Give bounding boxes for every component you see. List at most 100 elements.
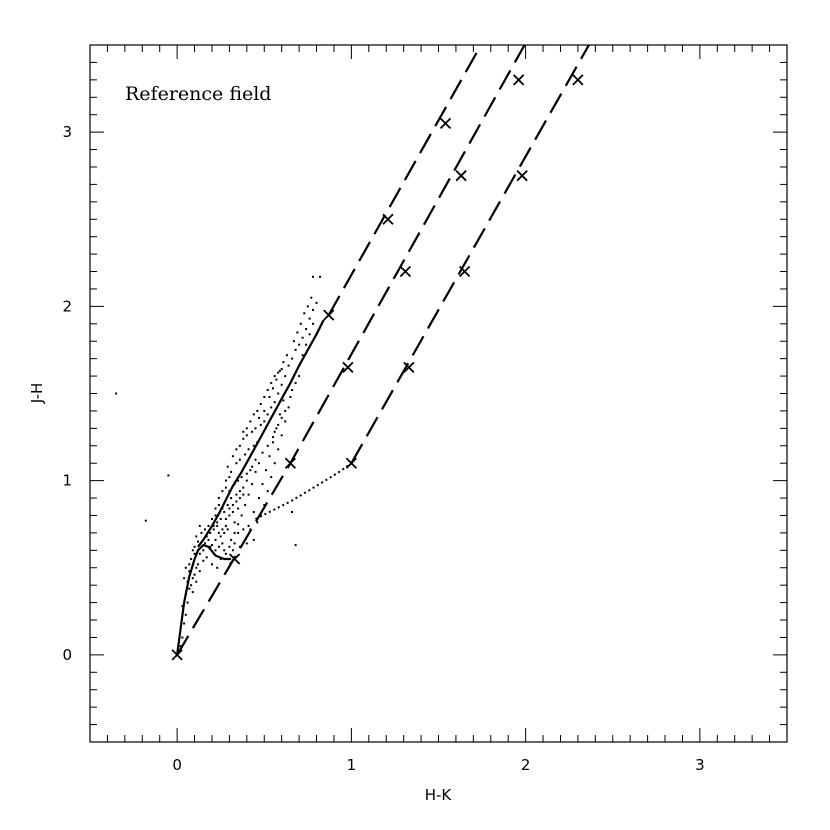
data-point [204, 528, 206, 531]
x-tick-label: 0 [172, 756, 182, 774]
data-point [249, 469, 252, 472]
data-point [254, 458, 257, 461]
data-point [197, 563, 199, 566]
data-point [284, 409, 287, 412]
data-point [251, 430, 254, 433]
data-point [231, 455, 234, 458]
data-point [278, 369, 281, 372]
data-point [245, 427, 248, 430]
data-point [282, 361, 285, 364]
data-point [224, 518, 227, 520]
data-point [252, 511, 255, 513]
data-point [219, 535, 222, 538]
data-point [291, 511, 294, 513]
data-point [273, 430, 276, 433]
data-point [238, 444, 241, 447]
data-point [202, 559, 205, 562]
x-marker-stroke [513, 74, 525, 86]
data-point [247, 448, 250, 451]
plot-content [115, 45, 591, 661]
data-point [280, 416, 283, 419]
x-tick-label: 2 [521, 756, 531, 774]
x-marker [439, 117, 452, 130]
data-point [188, 570, 191, 573]
data-point [306, 305, 309, 308]
data-point [200, 531, 203, 534]
data-point [214, 507, 217, 510]
data-point [289, 396, 292, 398]
data-point [301, 354, 304, 357]
data-point [244, 453, 247, 456]
data-point [217, 497, 220, 500]
data-point [224, 524, 227, 527]
data-point [214, 549, 217, 552]
data-point [256, 409, 259, 412]
dashed-line [350, 45, 591, 464]
data-point [266, 490, 269, 493]
x-marker-stroke [403, 361, 415, 373]
data-point [240, 476, 243, 479]
x-marker-stroke [284, 457, 297, 469]
data-point [212, 528, 215, 531]
data-point [214, 538, 217, 541]
data-point [312, 308, 314, 311]
data-point [144, 519, 147, 522]
data-point [266, 444, 269, 447]
data-point [277, 392, 280, 395]
data-point [230, 497, 233, 500]
reference-field-annotation: Reference field [125, 83, 271, 105]
data-point [305, 343, 308, 346]
data-point [277, 423, 280, 426]
data-point [224, 479, 227, 482]
data-point [308, 317, 311, 320]
y-axis-label: J-H [28, 383, 46, 405]
data-point [204, 542, 206, 545]
data-point [216, 521, 219, 524]
data-point [197, 540, 199, 543]
data-point [221, 490, 224, 493]
data-point [211, 518, 213, 520]
data-point [193, 552, 196, 555]
data-point [242, 493, 245, 496]
data-point [184, 566, 187, 569]
data-point [247, 524, 250, 527]
data-point [272, 441, 274, 444]
data-point [278, 413, 281, 416]
data-point [294, 382, 297, 384]
x-marker-stroke [439, 117, 452, 130]
data-point [284, 375, 287, 378]
data-point [294, 544, 297, 547]
data-point [272, 387, 274, 390]
data-point [235, 448, 238, 451]
data-point [251, 465, 254, 468]
x-marker-stroke [516, 170, 528, 182]
data-point [296, 331, 299, 334]
data-point [315, 301, 318, 304]
x-marker-stroke [228, 553, 241, 565]
data-point [252, 538, 255, 541]
data-point [230, 538, 233, 541]
data-point [270, 382, 273, 384]
x-marker [342, 361, 354, 373]
data-point [228, 507, 231, 510]
data-point [247, 493, 250, 496]
data-point [245, 472, 248, 475]
data-point [223, 531, 226, 534]
data-point [237, 507, 240, 510]
data-point [209, 531, 212, 534]
data-point [308, 333, 311, 336]
x-marker [345, 457, 358, 469]
data-point [226, 528, 229, 531]
data-point [195, 566, 198, 569]
data-point [261, 483, 264, 486]
data-point [198, 552, 201, 555]
data-point [238, 458, 241, 461]
x-marker-stroke [323, 309, 335, 321]
x-marker [459, 265, 471, 278]
data-point [181, 636, 184, 639]
data-point [266, 413, 269, 416]
data-point [233, 542, 236, 545]
data-point [275, 427, 278, 430]
